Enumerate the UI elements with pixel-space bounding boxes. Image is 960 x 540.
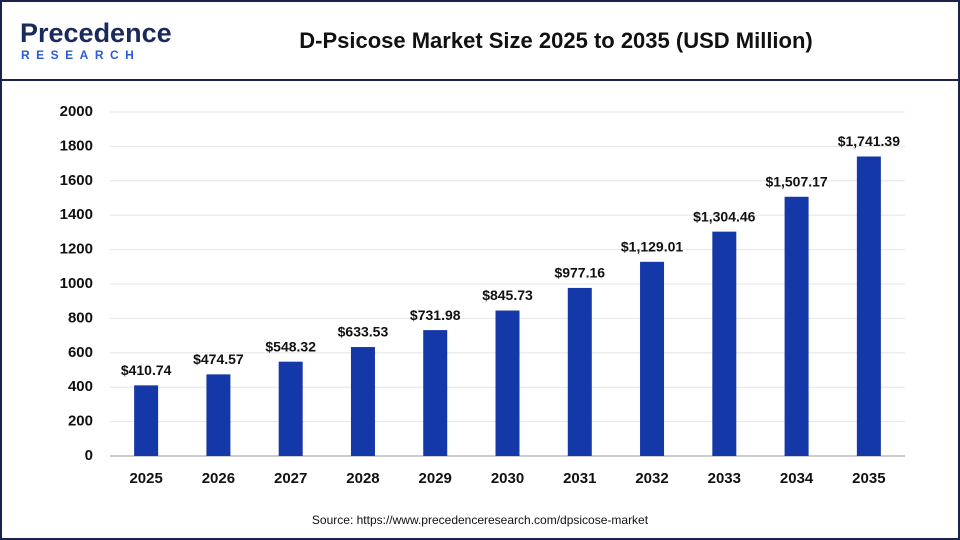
value-label: $410.74 (121, 362, 172, 378)
y-tick-label: 1000 (60, 275, 93, 292)
bar (278, 361, 303, 456)
x-tick-label: 2035 (852, 470, 885, 487)
value-label: $1,304.46 (693, 208, 755, 224)
bar (423, 330, 448, 456)
y-tick-label: 2000 (60, 103, 93, 120)
y-tick-label: 800 (68, 309, 93, 326)
bar (784, 196, 809, 456)
x-tick-label: 2033 (708, 470, 741, 487)
bar (640, 261, 665, 456)
value-label: $1,741.39 (838, 133, 900, 149)
source-note: Source: https://www.precedenceresearch.c… (312, 513, 649, 527)
y-tick-label: 0 (85, 447, 93, 464)
logo-name: Precedence (20, 18, 172, 48)
x-tick-label: 2029 (419, 470, 452, 487)
value-label: $1,129.01 (621, 239, 683, 255)
bar (206, 374, 231, 456)
y-tick-label: 400 (68, 378, 93, 395)
value-label: $1,507.17 (765, 173, 827, 189)
value-label: $845.73 (482, 287, 533, 303)
y-tick-label: 600 (68, 344, 93, 361)
bar (567, 287, 592, 456)
y-tick-label: 200 (68, 413, 93, 430)
x-tick-label: 2031 (563, 470, 596, 487)
value-label: $731.98 (410, 307, 461, 323)
x-tick-label: 2032 (635, 470, 668, 487)
x-tick-label: 2034 (780, 470, 814, 487)
bar (495, 310, 520, 456)
bar (712, 231, 737, 456)
y-tick-label: 1400 (60, 206, 93, 223)
chart-title: D-Psicose Market Size 2025 to 2035 (USD … (299, 28, 813, 53)
x-tick-label: 2028 (346, 470, 379, 487)
x-tick-label: 2025 (129, 470, 162, 487)
bar (350, 347, 375, 456)
x-tick-label: 2026 (202, 470, 235, 487)
logo-tagline: RESEARCH (21, 48, 140, 62)
value-label: $548.32 (265, 338, 316, 354)
x-tick-label: 2027 (274, 470, 307, 487)
value-label: $633.53 (338, 324, 389, 340)
y-tick-label: 1600 (60, 172, 93, 189)
x-tick-label: 2030 (491, 470, 524, 487)
value-label: $977.16 (554, 265, 605, 281)
y-tick-label: 1200 (60, 241, 93, 258)
bar (856, 156, 881, 456)
bar (134, 385, 159, 456)
value-label: $474.57 (193, 351, 244, 367)
y-tick-label: 1800 (60, 137, 93, 154)
